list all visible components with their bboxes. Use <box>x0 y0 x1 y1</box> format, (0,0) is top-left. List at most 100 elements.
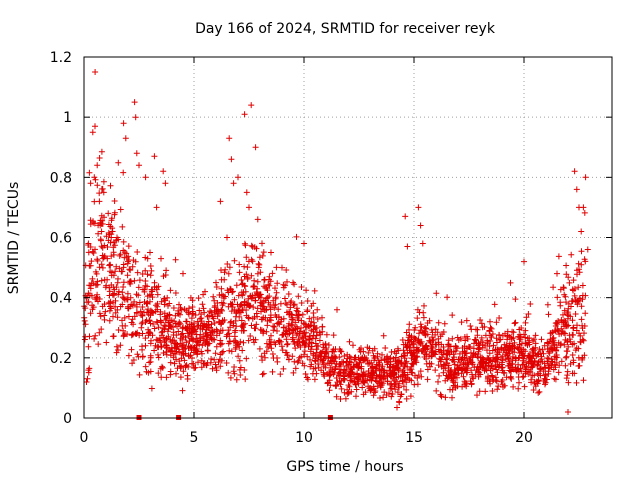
data-point <box>503 343 510 350</box>
data-point <box>570 324 577 331</box>
data-point <box>87 180 94 187</box>
data-point <box>329 348 336 355</box>
x-tick-label: 20 <box>515 430 533 446</box>
data-point <box>404 344 411 351</box>
data-point <box>194 318 201 325</box>
data-point <box>421 302 427 309</box>
data-point <box>511 349 518 356</box>
data-point <box>402 213 409 220</box>
data-point <box>209 313 216 320</box>
data-point <box>193 345 200 352</box>
data-point <box>452 371 459 378</box>
data-point <box>561 317 568 324</box>
data-point <box>108 269 115 276</box>
data-point <box>306 340 313 347</box>
data-point <box>565 409 571 415</box>
data-point <box>380 376 387 383</box>
data-point <box>283 336 290 343</box>
data-point <box>92 123 98 130</box>
data-point <box>400 383 407 390</box>
data-point <box>97 236 104 243</box>
data-point <box>510 329 517 336</box>
data-point <box>576 298 583 304</box>
data-point <box>513 368 520 375</box>
data-point <box>435 335 442 342</box>
data-point <box>536 388 543 395</box>
data-point <box>307 356 313 363</box>
data-point <box>193 338 200 345</box>
data-point <box>231 296 238 303</box>
data-point <box>181 306 188 313</box>
data-point <box>151 347 158 354</box>
data-point <box>113 349 120 356</box>
data-point <box>346 338 353 345</box>
data-point <box>433 290 440 297</box>
data-point <box>493 319 500 326</box>
data-point <box>114 306 121 313</box>
data-point <box>338 385 345 392</box>
data-point <box>114 234 120 241</box>
data-point <box>243 271 250 278</box>
data-point <box>449 357 456 364</box>
data-point <box>228 348 235 355</box>
data-point <box>309 370 316 377</box>
data-point <box>213 364 220 371</box>
data-point <box>555 318 562 324</box>
data-point <box>233 376 240 383</box>
data-point <box>313 346 320 353</box>
data-point <box>534 371 541 377</box>
data-point <box>310 350 317 357</box>
data-point <box>573 186 580 193</box>
data-point <box>388 393 395 400</box>
data-point <box>163 267 170 274</box>
data-point <box>265 281 272 288</box>
data-point <box>227 374 234 381</box>
data-point <box>254 305 261 312</box>
data-point <box>284 352 291 359</box>
data-point <box>301 362 308 369</box>
data-point <box>308 318 315 325</box>
data-point <box>435 341 442 348</box>
data-point <box>539 346 546 353</box>
data-point <box>336 346 343 353</box>
data-point <box>411 347 417 354</box>
data-point <box>110 244 117 251</box>
data-point <box>412 372 418 379</box>
data-point <box>279 347 286 354</box>
data-point <box>369 375 375 381</box>
data-point <box>475 354 482 361</box>
data-point <box>471 340 477 347</box>
data-point <box>356 359 363 366</box>
data-point <box>237 372 244 378</box>
data-point <box>195 359 201 366</box>
data-point <box>477 317 484 323</box>
data-point <box>518 325 525 331</box>
data-point <box>258 308 264 315</box>
data-point <box>294 359 301 366</box>
data-point <box>444 360 451 367</box>
data-point <box>290 279 296 286</box>
data-point <box>262 314 269 321</box>
data-point <box>352 356 359 363</box>
data-point <box>371 345 378 352</box>
data-point <box>142 363 149 370</box>
data-point <box>122 331 128 337</box>
data-point <box>143 317 150 324</box>
data-point <box>264 318 271 324</box>
data-point <box>127 294 134 301</box>
data-point <box>292 326 299 333</box>
data-point <box>161 296 167 302</box>
data-point <box>123 250 130 257</box>
data-point <box>95 230 102 237</box>
data-point <box>376 359 383 366</box>
data-point <box>346 358 353 365</box>
data-point <box>554 294 561 301</box>
data-point <box>325 379 332 386</box>
data-point <box>124 272 131 279</box>
data-point <box>582 292 589 299</box>
data-point <box>177 311 183 318</box>
data-point <box>184 330 191 337</box>
data-point <box>344 391 351 397</box>
data-point <box>487 318 493 325</box>
data-point <box>534 362 541 369</box>
